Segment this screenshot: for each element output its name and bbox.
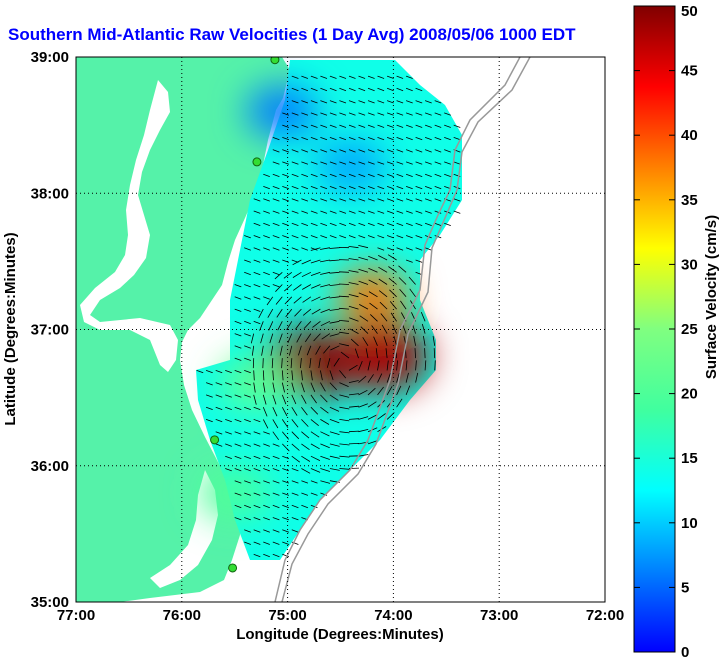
x-tick-label: 73:00 [480,607,518,624]
grid-lines [76,57,605,602]
chart-title: Southern Mid-Atlantic Raw Velocities (1 … [8,25,576,44]
colorbar-gradient [633,5,676,653]
plot-frame [75,56,606,603]
colorbar-tick-label: 20 [681,386,698,403]
colorbar-tick-label: 40 [681,127,698,144]
bathymetry-contour [274,57,521,602]
colorbar-tick-label: 45 [681,63,698,80]
colorbar: 0 5 10 15 20 25 30 35 40 45 50 Surface V… [633,3,720,659]
radar-station-marker [270,57,280,65]
colorbar-tick-label: 5 [681,579,689,596]
x-axis-ticks: 77:00 76:00 75:00 74:00 73:00 72:00 [57,607,624,624]
colorbar-tick-label: 35 [681,192,698,209]
y-tick-label: 37:00 [31,322,69,339]
chesapeake-bay [80,80,178,372]
velocity-hotspot [246,85,319,138]
y-tick-label: 38:00 [31,185,69,202]
colorbar-tick-label: 0 [681,644,689,659]
velocity-coverage [196,60,462,560]
x-tick-label: 74:00 [374,607,412,624]
x-tick-label: 77:00 [57,607,95,624]
y-tick-label: 39:00 [31,49,69,66]
y-axis-ticks: 39:00 38:00 37:00 36:00 35:00 [31,49,69,611]
y-tick-label: 35:00 [31,594,69,611]
velocity-hotspot [315,140,388,192]
x-tick-label: 76:00 [163,607,201,624]
radar-station-marker [210,435,220,445]
bathymetry-contour [281,57,531,602]
colorbar-tick-label: 50 [681,3,698,20]
plot-area [75,56,606,603]
y-tick-label: 36:00 [31,458,69,475]
radar-stations [210,57,280,573]
radar-station-marker [252,157,262,167]
x-axis-label: Longitude (Degrees:Minutes) [236,626,444,643]
x-tick-label: 75:00 [268,607,306,624]
x-tick-label: 72:00 [586,607,624,624]
velocity-hotspot [336,269,409,322]
colorbar-tick-label: 15 [681,450,698,467]
y-axis-label: Latitude (Degrees:Minutes) [2,232,19,425]
velocity-hotspot [336,322,429,391]
radar-station-marker [228,563,238,573]
colorbar-tick-label: 30 [681,256,698,273]
colorbar-tick-label: 10 [681,515,698,532]
colorbar-label: Surface Velocity (cm/s) [703,215,720,379]
colorbar-tick-label: 25 [681,321,698,338]
